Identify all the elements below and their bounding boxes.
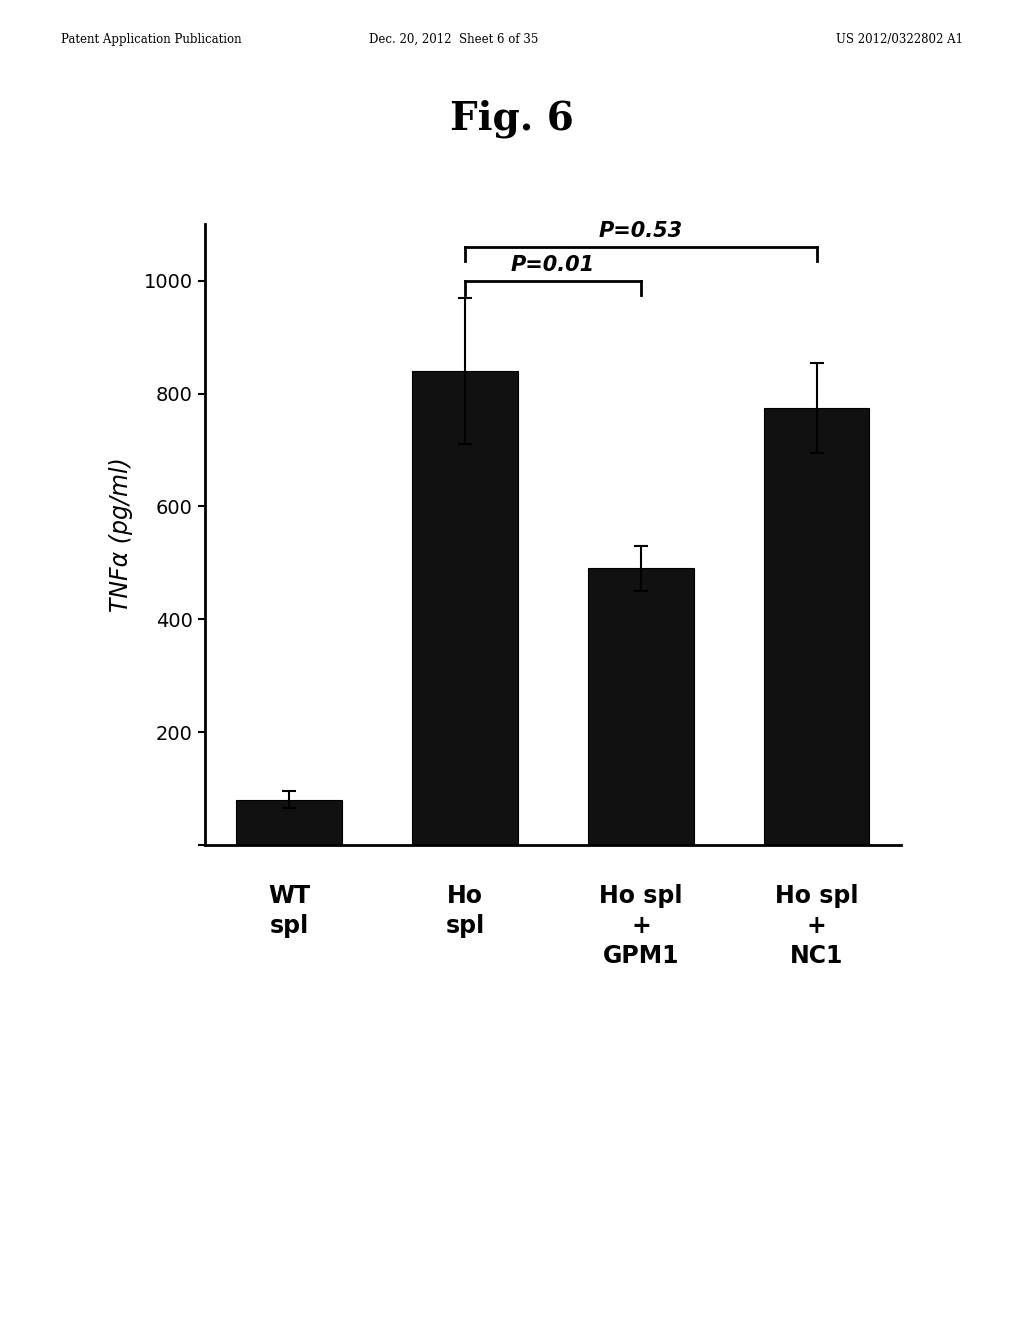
- Text: WT
spl: WT spl: [268, 884, 310, 939]
- Text: P=0.53: P=0.53: [599, 222, 683, 242]
- Y-axis label: TNFα (pg/ml): TNFα (pg/ml): [109, 457, 133, 612]
- Bar: [413, 371, 518, 845]
- Text: Ho spl
+
GPM1: Ho spl + GPM1: [599, 884, 683, 968]
- Text: Ho
spl: Ho spl: [445, 884, 484, 939]
- Text: Ho spl
+
NC1: Ho spl + NC1: [775, 884, 858, 968]
- Bar: [588, 569, 693, 845]
- Bar: [764, 408, 869, 845]
- Text: P=0.01: P=0.01: [511, 255, 595, 275]
- Text: Patent Application Publication: Patent Application Publication: [61, 33, 242, 46]
- Text: Fig. 6: Fig. 6: [451, 99, 573, 137]
- Text: US 2012/0322802 A1: US 2012/0322802 A1: [836, 33, 963, 46]
- Bar: [237, 800, 342, 845]
- Text: Dec. 20, 2012  Sheet 6 of 35: Dec. 20, 2012 Sheet 6 of 35: [369, 33, 538, 46]
